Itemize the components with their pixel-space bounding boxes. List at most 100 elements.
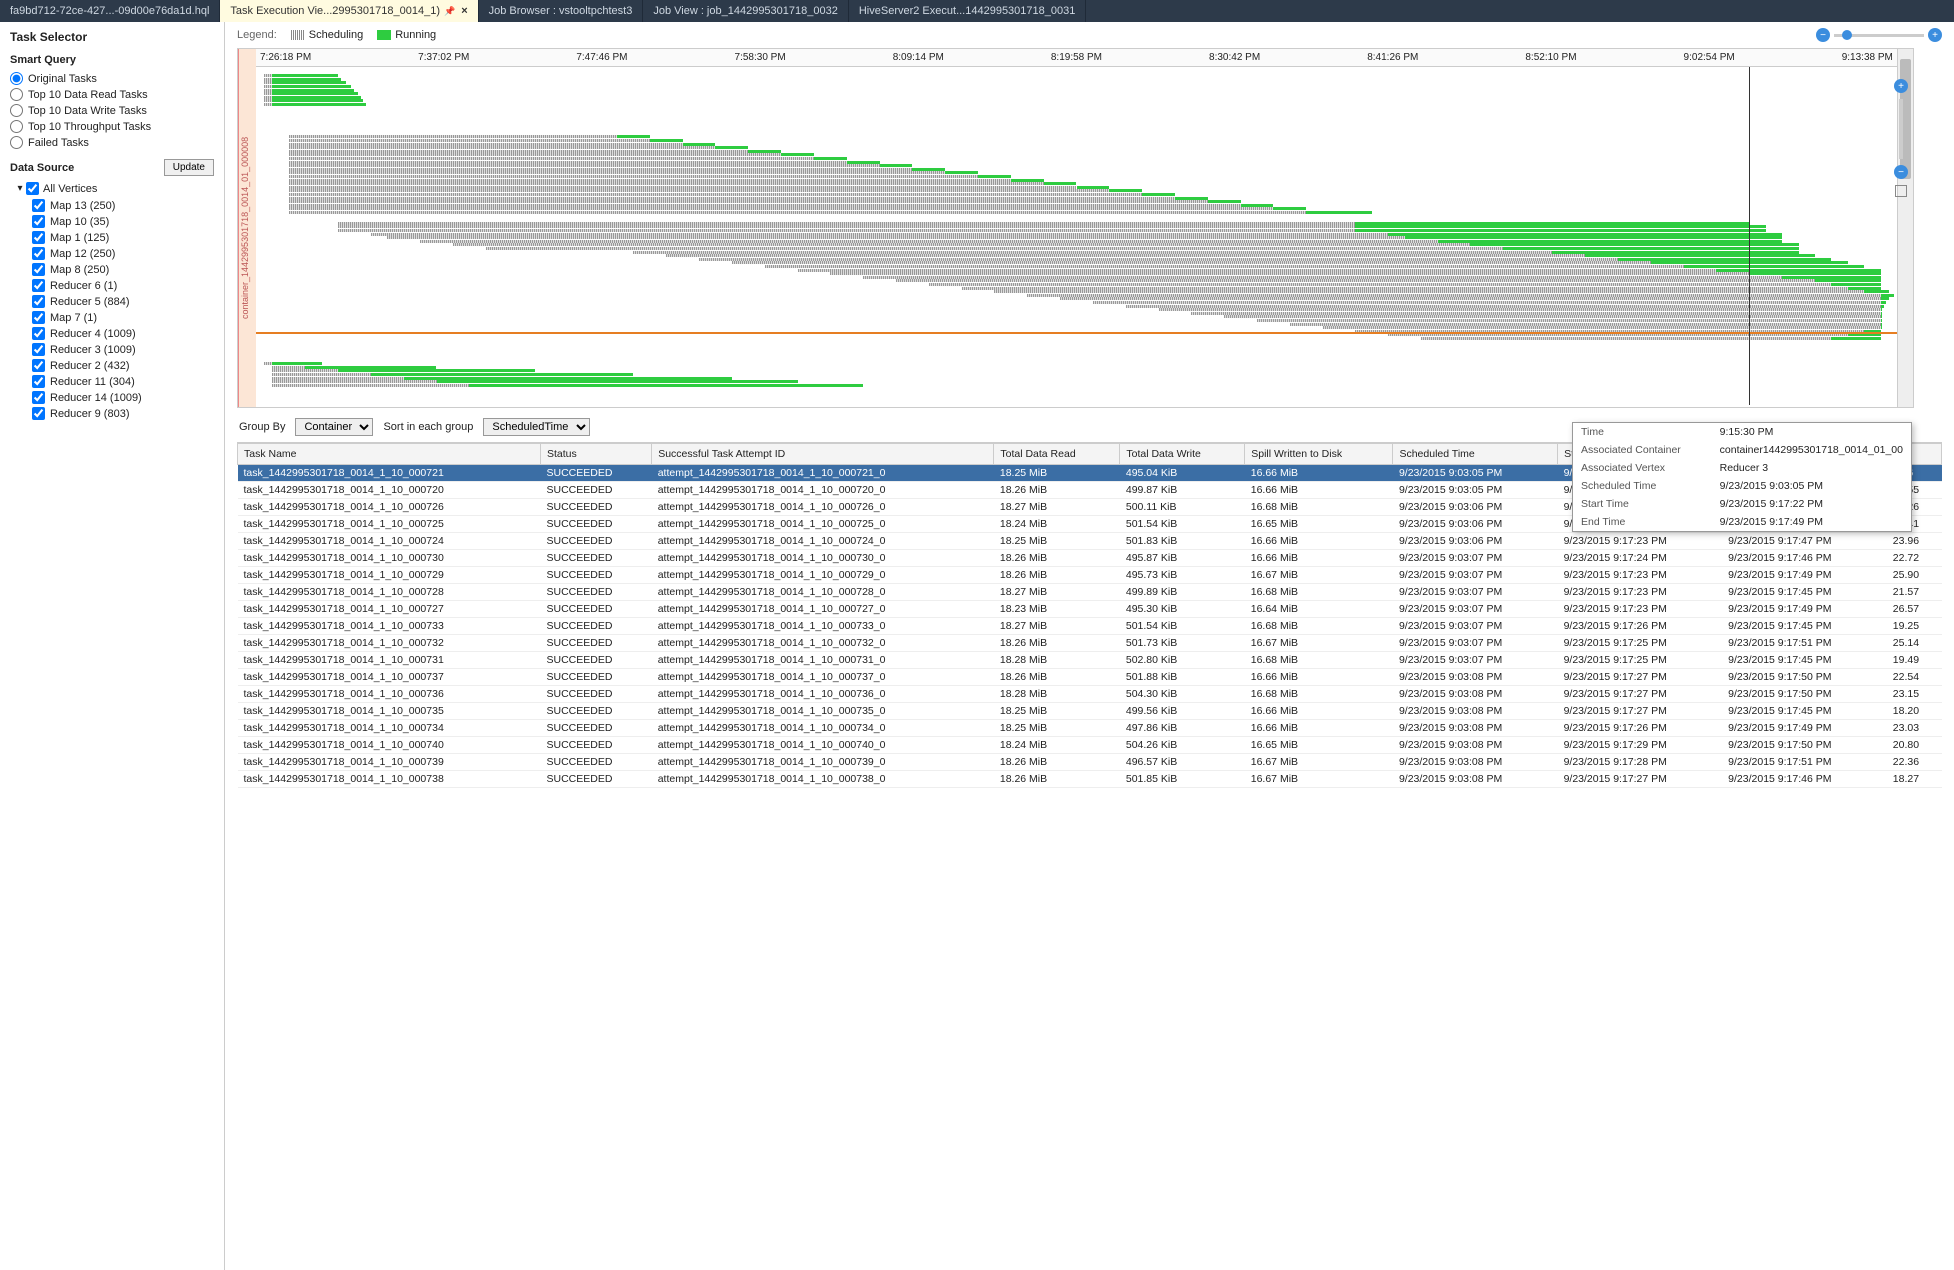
gantt-row[interactable]	[256, 168, 1897, 171]
table-header[interactable]: Total Data Write	[1120, 444, 1245, 465]
gantt-row[interactable]	[256, 92, 1897, 95]
tab[interactable]: HiveServer2 Execut...1442995301718_0031	[849, 0, 1087, 22]
gantt-row[interactable]	[256, 225, 1897, 228]
vertical-zoom[interactable]: + −	[1891, 79, 1911, 197]
gantt-row[interactable]	[256, 261, 1897, 264]
table-row[interactable]: task_1442995301718_0014_1_10_000733SUCCE…	[238, 618, 1942, 635]
gantt-row[interactable]	[256, 290, 1897, 293]
table-row[interactable]: task_1442995301718_0014_1_10_000740SUCCE…	[238, 737, 1942, 754]
tab[interactable]: fa9bd712-72ce-427...-09d00e76da1d.hql	[0, 0, 220, 22]
gantt-row[interactable]	[256, 171, 1897, 174]
gantt-row[interactable]	[256, 294, 1897, 297]
gantt-row[interactable]	[256, 85, 1897, 88]
zoom-in-icon[interactable]: +	[1928, 28, 1942, 42]
vertex-checkbox[interactable]: Map 7 (1)	[32, 311, 214, 324]
gantt-row[interactable]	[256, 179, 1897, 182]
gantt-row[interactable]	[256, 258, 1897, 261]
gantt-row[interactable]	[256, 243, 1897, 246]
gantt-row[interactable]	[256, 186, 1897, 189]
groupby-select[interactable]: Container	[295, 418, 373, 436]
tree-toggle-icon[interactable]: ▾	[14, 183, 26, 194]
gantt-row[interactable]	[256, 204, 1897, 207]
smart-query-radio[interactable]: Top 10 Throughput Tasks	[10, 120, 214, 133]
gantt-row[interactable]	[256, 308, 1897, 311]
vertex-checkbox[interactable]: Reducer 9 (803)	[32, 407, 214, 420]
gantt-row[interactable]	[256, 189, 1897, 192]
gantt-row[interactable]	[256, 182, 1897, 185]
vertex-checkbox[interactable]: Map 10 (35)	[32, 215, 214, 228]
tab[interactable]: Task Execution Vie...2995301718_0014_1)📌…	[220, 0, 478, 22]
table-row[interactable]: task_1442995301718_0014_1_10_000737SUCCE…	[238, 669, 1942, 686]
gantt-row[interactable]	[256, 326, 1897, 329]
gantt-row[interactable]	[256, 265, 1897, 268]
vertex-checkbox[interactable]: Reducer 4 (1009)	[32, 327, 214, 340]
smart-query-radio[interactable]: Original Tasks	[10, 72, 214, 85]
table-row[interactable]: task_1442995301718_0014_1_10_000729SUCCE…	[238, 567, 1942, 584]
table-row[interactable]: task_1442995301718_0014_1_10_000730SUCCE…	[238, 550, 1942, 567]
vertex-checkbox[interactable]: Reducer 5 (884)	[32, 295, 214, 308]
tree-root-checkbox[interactable]	[26, 182, 39, 195]
table-row[interactable]: task_1442995301718_0014_1_10_000735SUCCE…	[238, 703, 1942, 720]
gantt-row[interactable]	[256, 143, 1897, 146]
close-icon[interactable]: ×	[461, 5, 467, 17]
gantt-row[interactable]	[256, 78, 1897, 81]
vertex-checkbox[interactable]: Reducer 11 (304)	[32, 375, 214, 388]
smart-query-radio[interactable]: Failed Tasks	[10, 136, 214, 149]
table-header[interactable]: Status	[540, 444, 651, 465]
gantt-row[interactable]	[256, 283, 1897, 286]
vertex-checkbox[interactable]: Map 8 (250)	[32, 263, 214, 276]
gantt-row[interactable]	[256, 146, 1897, 149]
table-header[interactable]: Task Name	[238, 444, 541, 465]
gantt-row[interactable]	[256, 175, 1897, 178]
gantt-row[interactable]	[256, 240, 1897, 243]
table-row[interactable]: task_1442995301718_0014_1_10_000739SUCCE…	[238, 754, 1942, 771]
vertex-checkbox[interactable]: Reducer 2 (432)	[32, 359, 214, 372]
sort-select[interactable]: ScheduledTime	[483, 418, 590, 436]
gantt-row[interactable]	[256, 287, 1897, 290]
gantt-row[interactable]	[256, 89, 1897, 92]
gantt-row[interactable]	[256, 254, 1897, 257]
table-row[interactable]: task_1442995301718_0014_1_10_000738SUCCE…	[238, 771, 1942, 788]
task-table-wrap[interactable]: Task NameStatusSuccessful Task Attempt I…	[237, 442, 1942, 1266]
smart-query-radio[interactable]: Top 10 Data Read Tasks	[10, 88, 214, 101]
gantt-row[interactable]	[256, 197, 1897, 200]
gantt-row[interactable]	[256, 362, 1897, 365]
vertex-checkbox[interactable]: Reducer 6 (1)	[32, 279, 214, 292]
gantt-row[interactable]	[256, 269, 1897, 272]
gantt-row[interactable]	[256, 96, 1897, 99]
gantt-row[interactable]	[256, 312, 1897, 315]
gantt-row[interactable]	[256, 319, 1897, 322]
gantt-row[interactable]	[256, 384, 1897, 387]
gantt-row[interactable]	[256, 380, 1897, 383]
gantt-row[interactable]	[256, 373, 1897, 376]
gantt-row[interactable]	[256, 139, 1897, 142]
gantt-row[interactable]	[256, 276, 1897, 279]
update-button[interactable]: Update	[164, 159, 214, 176]
gantt-row[interactable]	[256, 236, 1897, 239]
vertex-checkbox[interactable]: Map 1 (125)	[32, 231, 214, 244]
vertex-checkbox[interactable]: Map 12 (250)	[32, 247, 214, 260]
tab[interactable]: Job Browser : vstooltpchtest3	[479, 0, 644, 22]
table-row[interactable]: task_1442995301718_0014_1_10_000736SUCCE…	[238, 686, 1942, 703]
gantt-row[interactable]	[256, 229, 1897, 232]
gantt-row[interactable]	[256, 150, 1897, 153]
gantt-row[interactable]	[256, 323, 1897, 326]
gantt-row[interactable]	[256, 157, 1897, 160]
horizontal-zoom[interactable]: − +	[1816, 28, 1942, 42]
gantt-row[interactable]	[256, 135, 1897, 138]
table-row[interactable]: task_1442995301718_0014_1_10_000727SUCCE…	[238, 601, 1942, 618]
gantt-row[interactable]	[256, 164, 1897, 167]
gantt-row[interactable]	[256, 305, 1897, 308]
timeline-chart[interactable]: container_1442995301718_0014_01_000008 7…	[237, 48, 1914, 408]
vzoom-in-icon[interactable]: +	[1894, 79, 1908, 93]
table-header[interactable]: Spill Written to Disk	[1245, 444, 1393, 465]
gantt-row[interactable]	[256, 369, 1897, 372]
gantt-row[interactable]	[256, 297, 1897, 300]
tab[interactable]: Job View : job_1442995301718_0032	[643, 0, 849, 22]
gantt-row[interactable]	[256, 279, 1897, 282]
table-header[interactable]: Total Data Read	[994, 444, 1120, 465]
gantt-row[interactable]	[256, 153, 1897, 156]
table-header[interactable]: Successful Task Attempt ID	[652, 444, 994, 465]
zoom-out-icon[interactable]: −	[1816, 28, 1830, 42]
gantt-row[interactable]	[256, 337, 1897, 340]
